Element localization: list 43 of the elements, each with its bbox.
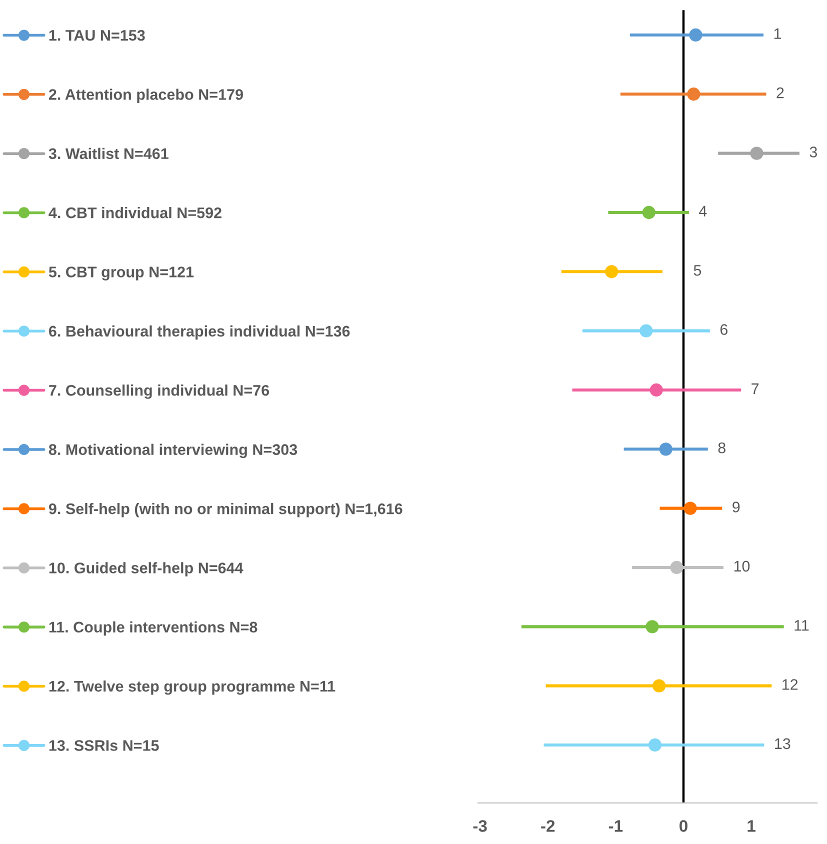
point [648,738,662,752]
y-tick-label: 9 [732,502,740,512]
legend-label: 3. Waitlist N=461 [48,148,168,160]
legend-label: 7. Counselling individual N=76 [49,384,270,399]
legend-label: 11. Couple interventions N=8 [49,621,258,636]
point [650,383,663,397]
y-tick-label: 13 [775,738,790,750]
legend-label: 6. Behavioural therapies individual N=136 [49,325,350,340]
legend-label: 1. TAU N=153 [49,30,145,41]
point [689,28,702,42]
y-tick-label: 4 [698,206,707,216]
legend-label: 9. Self-help (with no or minimal support) N=1,616 [48,503,402,518]
x-tick-label: -3 [473,820,487,832]
y-tick-label: 5 [694,265,702,276]
y-tick-label: 12 [782,679,798,690]
y-tick-label: 11 [794,620,809,631]
point [684,502,697,515]
point [605,265,618,278]
legend-label: 4. CBT individual N=592 [48,207,222,218]
point [659,442,672,456]
legend-label: 10. Guided self-help N=644 [49,562,244,576]
y-tick-label: 7 [752,383,759,394]
y-tick-label: 6 [720,324,728,335]
x-tick-label: 0 [680,820,688,832]
y-tick-label: 10 [734,560,750,572]
legend-label: 2. Attention placebo N=179 [48,88,243,103]
legend-label: 8. Motivational interviewing N=303 [48,444,298,458]
point [687,88,700,101]
y-tick-label: 3 [810,146,817,158]
x-tick-label: -2 [541,820,555,832]
point [646,620,659,634]
x-tick-label: -1 [608,820,623,832]
point [652,679,666,692]
point [642,206,656,220]
point [750,146,764,160]
legend-label: 5. CBT group N=121 [48,266,194,280]
point [670,560,684,574]
point [640,324,653,338]
y-tick-label: 8 [718,442,726,454]
y-tick-label: 1 [774,28,781,39]
legend-label: 12. Twelve step group programme N=11 [49,680,336,695]
legend-label: 13. SSRIs N=15 [49,740,159,751]
y-tick-label: 2 [776,87,784,98]
